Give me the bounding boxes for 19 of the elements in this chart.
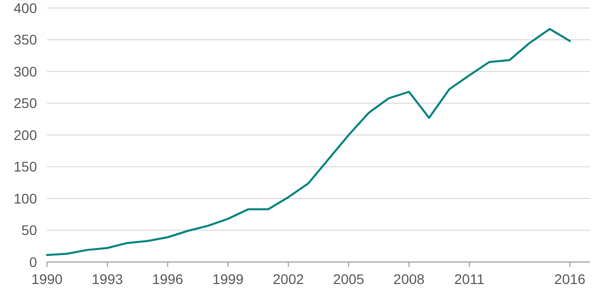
x-tick-label: 2016 [554, 271, 586, 287]
y-tick-label: 50 [21, 222, 38, 238]
y-tick-label: 250 [14, 95, 38, 112]
x-tick-label: 1990 [31, 271, 63, 287]
y-tick-label: 200 [14, 126, 38, 143]
x-tick-label: 1996 [152, 271, 184, 287]
line-series [46, 28, 571, 256]
x-tick-label: 2005 [333, 271, 364, 287]
y-tick-label: 150 [14, 158, 38, 175]
y-tick-label: 100 [14, 190, 38, 206]
y-tick-label: 350 [14, 32, 38, 48]
y-tick-label: 400 [14, 0, 38, 16]
x-tick-label: 2002 [272, 271, 304, 287]
x-tick-label: 2008 [393, 271, 425, 287]
y-tick-label: 0 [29, 254, 38, 270]
y-tick-label: 300 [14, 63, 38, 80]
x-tick-label: 1999 [212, 271, 244, 287]
x-tick-label: 1993 [92, 271, 124, 287]
x-tick-label: 2011 [454, 271, 485, 287]
